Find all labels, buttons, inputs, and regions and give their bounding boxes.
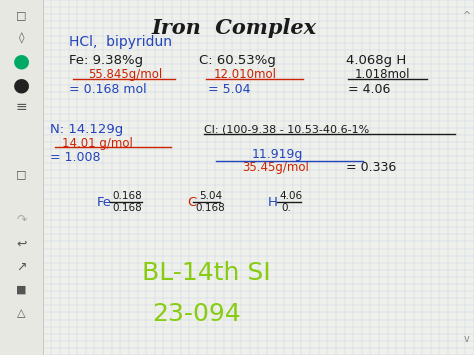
Text: ◊: ◊ <box>18 33 24 44</box>
Text: ■: ■ <box>16 285 27 295</box>
Text: ↷: ↷ <box>16 214 27 227</box>
Text: 0.: 0. <box>281 203 291 213</box>
Text: Cl: (100-9.38 - 10.53-40.6-1%: Cl: (100-9.38 - 10.53-40.6-1% <box>204 125 369 135</box>
Text: N: 14.129g: N: 14.129g <box>50 123 123 136</box>
Text: C: 60.53%g: C: 60.53%g <box>199 54 276 67</box>
Text: Iron  Complex: Iron Complex <box>152 18 317 38</box>
Text: ↗: ↗ <box>16 261 27 273</box>
Text: 55.845g/mol: 55.845g/mol <box>88 68 162 81</box>
Text: BL-14th SI: BL-14th SI <box>142 261 271 285</box>
Text: 12.010mol: 12.010mol <box>213 68 276 81</box>
Text: □: □ <box>16 10 27 20</box>
Text: = 4.06: = 4.06 <box>348 83 391 96</box>
Text: ^: ^ <box>463 11 471 21</box>
Text: ●: ● <box>13 75 30 94</box>
Text: Fe: Fe <box>97 196 112 209</box>
Text: HCl,  bipyridun: HCl, bipyridun <box>69 35 172 49</box>
Text: 0.168: 0.168 <box>196 203 226 213</box>
Text: 35.45g/mol: 35.45g/mol <box>242 162 309 174</box>
Text: Fe: 9.38%g: Fe: 9.38%g <box>69 54 143 67</box>
Text: 4.06: 4.06 <box>280 191 303 201</box>
Text: v: v <box>464 334 470 344</box>
Text: = 0.336: = 0.336 <box>346 162 396 174</box>
Text: H: H <box>268 196 278 209</box>
Text: ≡: ≡ <box>16 100 27 114</box>
Text: 11.919g: 11.919g <box>251 148 302 161</box>
Text: = 1.008: = 1.008 <box>50 152 100 164</box>
Text: 5.04: 5.04 <box>199 191 222 201</box>
Text: C: C <box>187 196 197 209</box>
Text: = 0.168 mol: = 0.168 mol <box>69 83 146 96</box>
Text: = 5.04: = 5.04 <box>208 83 250 96</box>
Text: 23-094: 23-094 <box>152 302 240 326</box>
Text: 0.168: 0.168 <box>113 203 143 213</box>
Text: ↩: ↩ <box>16 238 27 251</box>
Bar <box>0 0 43 355</box>
Text: 14.01 g/mol: 14.01 g/mol <box>62 137 133 149</box>
Text: 4.068g H: 4.068g H <box>346 54 406 67</box>
Text: 1.018mol: 1.018mol <box>355 68 410 81</box>
Text: ●: ● <box>13 51 30 71</box>
Text: 0.168: 0.168 <box>113 191 143 201</box>
Text: △: △ <box>17 308 26 318</box>
Text: □: □ <box>16 169 27 179</box>
